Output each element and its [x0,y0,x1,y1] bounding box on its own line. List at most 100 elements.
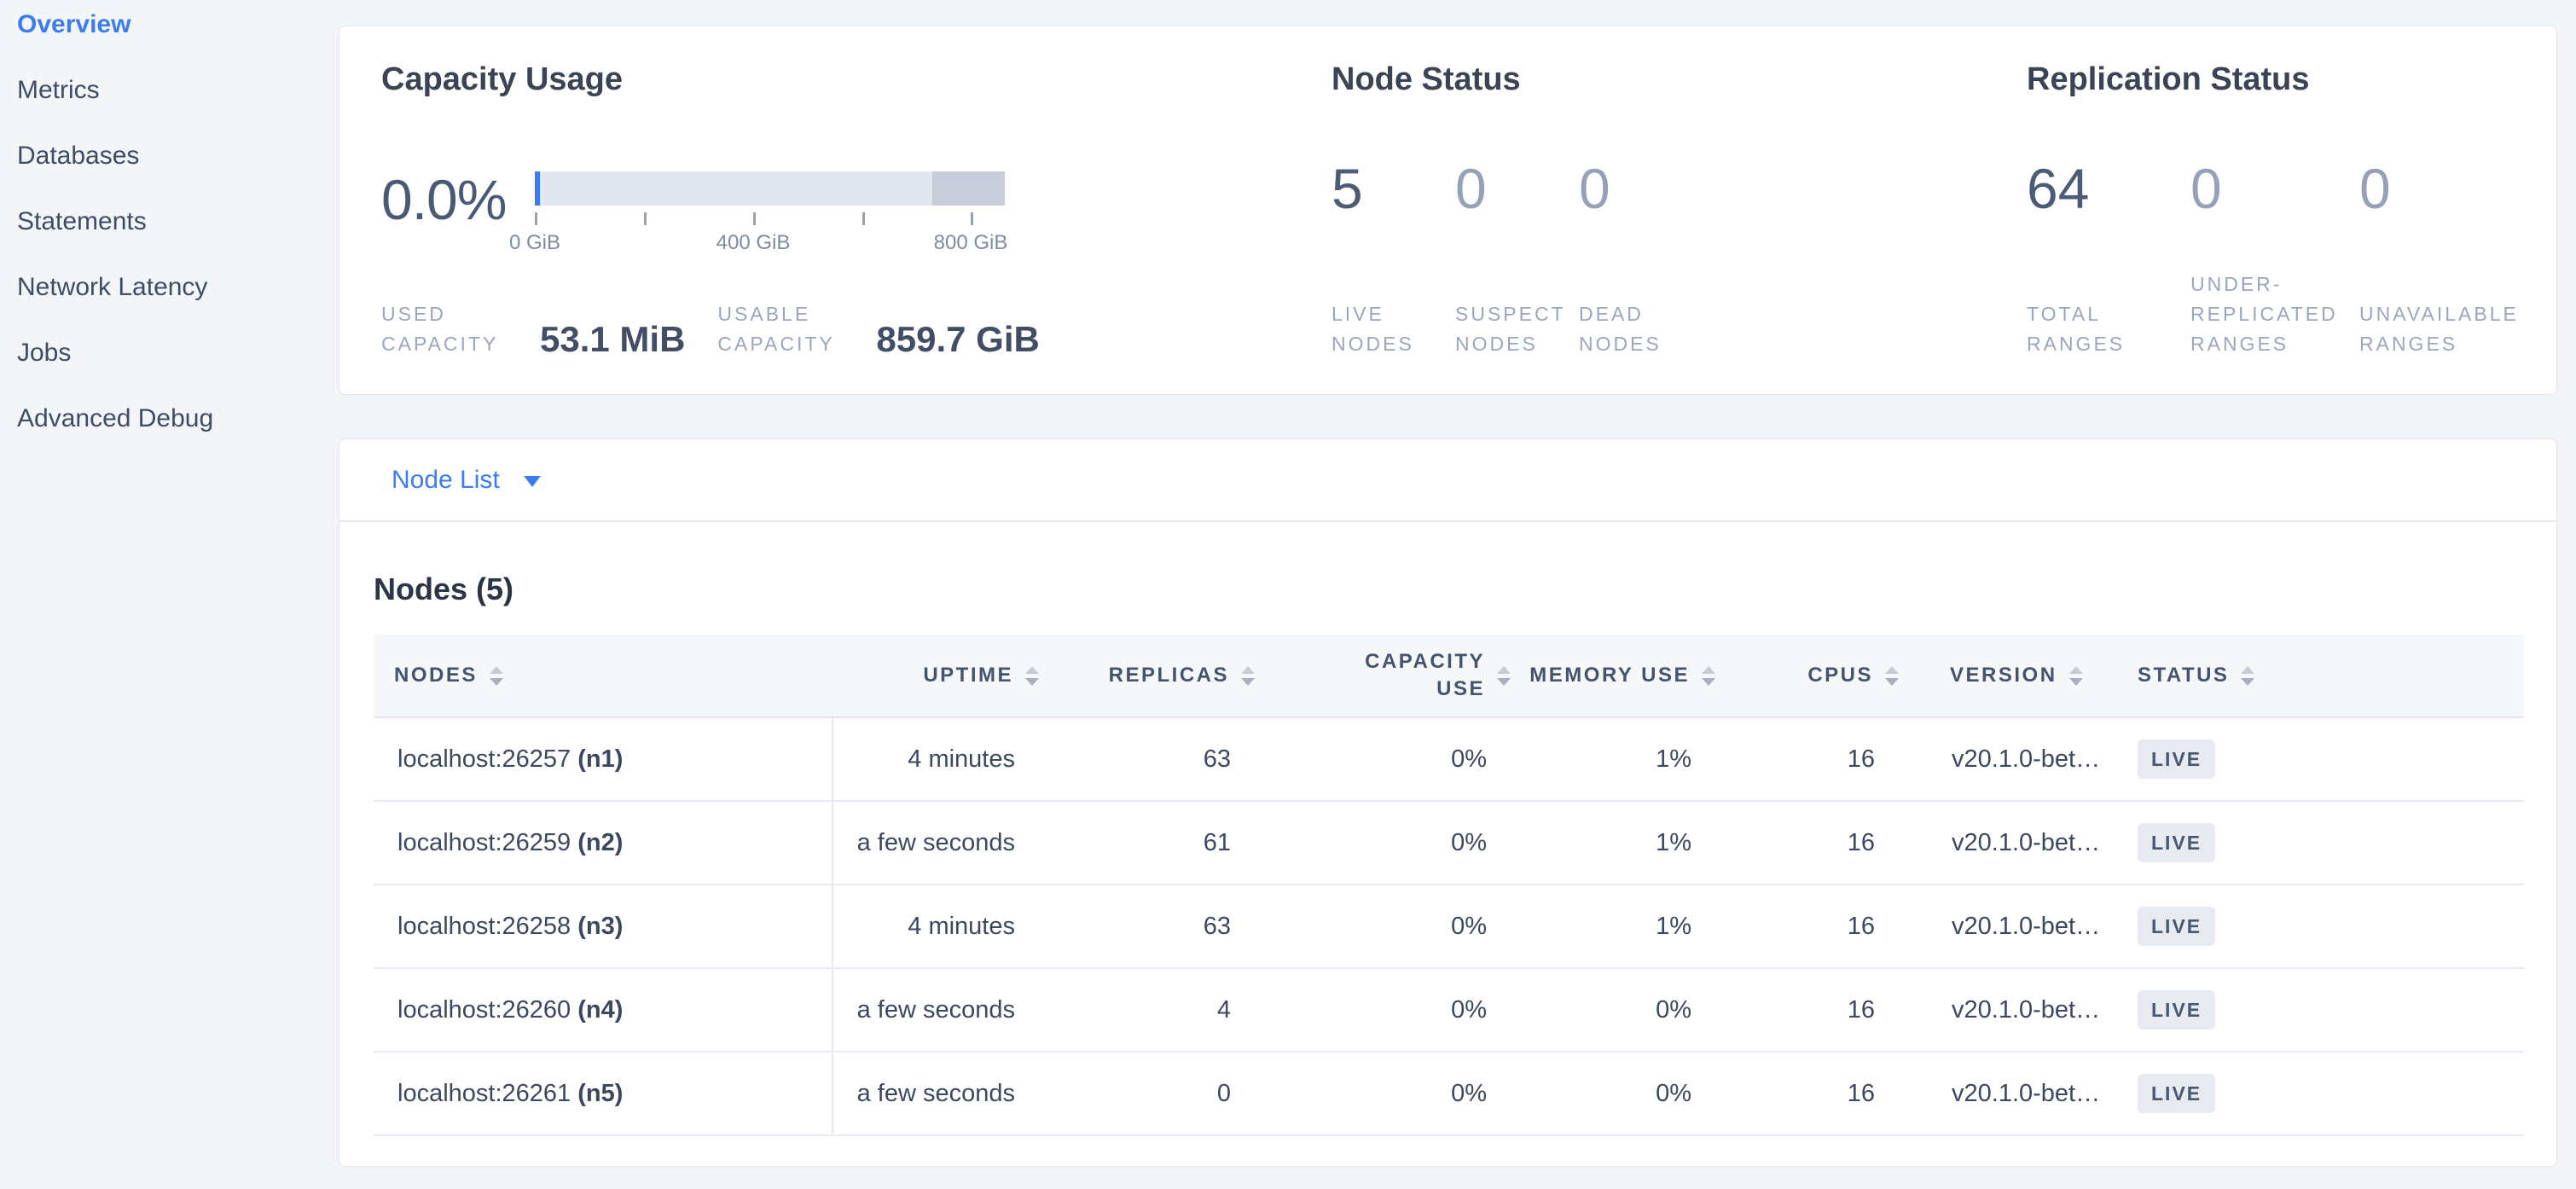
version-cell: v20.1.0-bet… [1916,717,2112,802]
capacity-stats: USED CAPACITY 53.1 MiB USABLE CAPACITY 8… [381,26,1040,359]
capacity-bar: 0 GiB 400 GiB 800 GiB [509,171,1007,254]
axis-tick [644,212,647,225]
column-header-uptime-label: UPTIME [923,664,1013,687]
status-badge: LIVE [2138,740,2216,779]
live-nodes-label: LIVE NODES [1332,303,1414,355]
sidebar-item-advanced-debug[interactable]: Advanced Debug [17,404,214,432]
column-header-status-label: STATUS [2138,664,2230,687]
sort-icon[interactable] [2068,665,2083,686]
node-list-card: Node List Nodes (5) NODES UPTIME REPLI [339,438,2557,1167]
live-nodes-stat: 5 LIVE NODES [1332,159,1455,359]
node-id: (n2) [577,828,624,856]
sidebar-item-jobs[interactable]: Jobs [17,339,72,367]
capacity-use-cell: 0% [1272,717,1528,802]
node-list-dropdown[interactable]: Node List [339,439,2556,522]
capacity-bar-secondary-segment [932,171,1005,206]
replicas-cell: 4 [1056,968,1272,1053]
node-status-title: Node Status [1332,61,1521,97]
table-row-node-4[interactable]: localhost:26260 (n4) a few seconds 4 0% … [374,968,2524,1053]
column-header-capacity-use[interactable]: CAPACITY USE [1272,635,1528,718]
table-row-node-3[interactable]: localhost:26258 (n3) 4 minutes 63 0% 1% … [374,884,2524,969]
cpus-cell: 16 [1732,801,1916,885]
cluster-summary-card: Capacity Usage 0.0% 0 GiB 400 GiB 800 Gi… [339,26,2557,395]
memory-use-cell: 1% [1528,717,1732,802]
version-cell: v20.1.0-bet… [1916,884,2112,969]
capacity-use-cell: 0% [1272,968,1528,1053]
sidebar-item-metrics[interactable]: Metrics [17,76,100,104]
node-id: (n5) [577,1079,624,1107]
total-ranges-value: 64 [2027,157,2090,220]
sidebar: Overview Metrics Databases Statements Ne… [0,0,339,1189]
memory-use-cell: 1% [1528,801,1732,885]
used-capacity-label: USED CAPACITY [381,303,499,355]
under-replicated-ranges-value: 0 [2190,157,2222,220]
column-header-uptime[interactable]: UPTIME [833,635,1056,718]
sidebar-item-statements[interactable]: Statements [17,207,147,235]
column-header-replicas-label: REPLICAS [1108,664,1229,687]
status-badge: LIVE [2138,907,2216,946]
under-replicated-ranges-stat: 0 UNDER- REPLICATED RANGES [2190,159,2359,359]
table-row-node-1[interactable]: localhost:26257 (n1) 4 minutes 63 0% 1% … [374,717,2524,802]
capacity-usage-section: Capacity Usage 0.0% 0 GiB 400 GiB 800 Gi… [381,26,1320,394]
capacity-percent: 0.0% [381,168,507,231]
axis-tick [971,212,973,225]
node-list-dropdown-label: Node List [392,465,500,494]
sort-icon[interactable] [1241,665,1255,686]
memory-use-cell: 0% [1528,968,1732,1053]
replication-status-section: Replication Status 64 TOTAL RANGES 0 UND… [2027,26,2556,394]
live-nodes-value: 5 [1332,157,1363,220]
column-header-nodes[interactable]: NODES [374,635,833,718]
version-cell: v20.1.0-bet… [1916,968,2112,1053]
total-ranges-label: TOTAL RANGES [2027,303,2126,355]
total-ranges-stat: 64 TOTAL RANGES [2027,159,2190,359]
column-header-version[interactable]: VERSION [1916,635,2112,718]
cpus-cell: 16 [1732,1052,1916,1136]
sort-icon[interactable] [1497,665,1511,686]
node-id: (n4) [577,995,624,1024]
capacity-use-cell: 0% [1272,884,1528,969]
dead-nodes-label: DEAD NODES [1579,303,1662,355]
suspect-nodes-label: SUSPECT NODES [1455,303,1566,355]
suspect-nodes-stat: 0 SUSPECT NODES [1455,159,1579,359]
column-header-status[interactable]: STATUS [2112,635,2524,718]
replicas-cell: 63 [1056,717,1272,802]
column-header-nodes-label: NODES [394,664,478,687]
sidebar-item-overview[interactable]: Overview [17,10,131,38]
sort-icon[interactable] [489,665,503,686]
nodes-table: NODES UPTIME REPLICAS CAPACITY USE MEMOR… [374,635,2524,1136]
table-row-node-5[interactable]: localhost:26261 (n5) a few seconds 0 0% … [374,1052,2524,1136]
uptime-cell: 4 minutes [833,717,1056,802]
unavailable-ranges-label: UNAVAILABLE RANGES [2359,303,2519,355]
unavailable-ranges-stat: 0 UNAVAILABLE RANGES [2359,159,2543,359]
column-header-replicas[interactable]: REPLICAS [1056,635,1272,718]
column-header-capacity-use-label: CAPACITY USE [1365,650,1485,700]
column-header-memory-use[interactable]: MEMORY USE [1528,635,1732,718]
memory-use-cell: 1% [1528,884,1732,969]
node-status-stats: 5 LIVE NODES 0 SUSPECT NODES 0 DEAD NODE… [1332,159,1703,359]
uptime-cell: a few seconds [833,968,1056,1053]
sidebar-item-network-latency[interactable]: Network Latency [17,273,208,301]
sort-icon[interactable] [1702,665,1715,686]
column-header-cpus[interactable]: CPUS [1732,635,1916,718]
node-address[interactable]: localhost:26260 [397,995,571,1024]
replication-status-title: Replication Status [2027,61,2310,97]
node-address[interactable]: localhost:26257 [397,745,571,773]
usable-capacity-label: USABLE CAPACITY [717,303,835,355]
used-capacity-stat: USED CAPACITY 53.1 MiB [381,299,685,359]
sort-icon[interactable] [2241,665,2255,686]
sidebar-item-databases[interactable]: Databases [17,142,140,170]
node-address[interactable]: localhost:26258 [397,912,571,940]
capacity-use-cell: 0% [1272,801,1528,885]
axis-label-400: 400 GiB [716,231,791,254]
column-header-version-label: VERSION [1950,664,2057,687]
sort-icon[interactable] [1025,665,1039,686]
node-address[interactable]: localhost:26261 [397,1079,571,1107]
nodes-section-title: Nodes (5) [374,571,514,606]
table-row-node-2[interactable]: localhost:26259 (n2) a few seconds 61 0%… [374,801,2524,885]
node-id: (n1) [577,745,624,773]
replicas-cell: 61 [1056,801,1272,885]
sort-icon[interactable] [1885,665,1899,686]
suspect-nodes-value: 0 [1455,157,1487,220]
uptime-cell: a few seconds [833,1052,1056,1136]
node-address[interactable]: localhost:26259 [397,828,571,856]
